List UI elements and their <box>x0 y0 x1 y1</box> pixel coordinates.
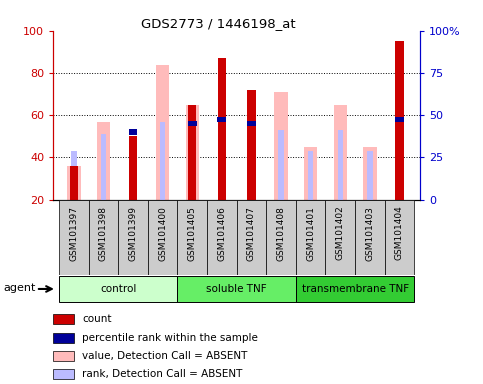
Bar <box>326 200 355 275</box>
Bar <box>296 200 326 275</box>
Text: GSM101402: GSM101402 <box>336 206 345 260</box>
Bar <box>367 151 372 200</box>
Bar <box>296 276 414 302</box>
Bar <box>304 147 317 200</box>
Bar <box>160 121 165 200</box>
Bar <box>395 117 404 122</box>
Bar <box>53 333 74 343</box>
Bar <box>207 200 237 275</box>
Bar <box>278 130 284 200</box>
Bar <box>338 130 343 200</box>
Bar <box>101 134 106 200</box>
Text: GSM101403: GSM101403 <box>365 206 374 261</box>
Text: percentile rank within the sample: percentile rank within the sample <box>82 333 258 343</box>
Bar <box>148 200 177 275</box>
Bar <box>188 105 197 200</box>
Text: GSM101397: GSM101397 <box>70 206 78 261</box>
Bar <box>247 121 256 126</box>
Text: count: count <box>82 314 112 324</box>
Bar <box>70 166 78 200</box>
Bar <box>59 200 89 275</box>
Bar <box>129 136 137 200</box>
Bar <box>218 58 226 200</box>
Bar <box>89 200 118 275</box>
Bar <box>355 200 384 275</box>
Bar <box>188 121 197 126</box>
Text: transmembrane TNF: transmembrane TNF <box>301 284 409 294</box>
Bar <box>217 117 227 122</box>
Bar <box>97 121 110 200</box>
Bar <box>128 129 138 135</box>
Bar <box>53 351 74 361</box>
Bar <box>363 147 377 200</box>
Bar <box>67 166 81 200</box>
Bar <box>59 276 177 302</box>
Text: GSM101400: GSM101400 <box>158 206 167 261</box>
Bar <box>156 65 170 200</box>
Text: rank, Detection Call = ABSENT: rank, Detection Call = ABSENT <box>82 369 242 379</box>
Bar <box>396 41 404 200</box>
Bar <box>53 314 74 324</box>
Bar <box>71 151 76 200</box>
Bar <box>177 276 296 302</box>
Text: agent: agent <box>3 283 35 293</box>
Text: GSM101404: GSM101404 <box>395 206 404 260</box>
Text: value, Detection Call = ABSENT: value, Detection Call = ABSENT <box>82 351 248 361</box>
Bar <box>185 105 199 200</box>
Text: control: control <box>100 284 136 294</box>
Text: soluble TNF: soluble TNF <box>206 284 267 294</box>
Text: GSM101407: GSM101407 <box>247 206 256 261</box>
Bar <box>274 92 288 200</box>
Bar <box>237 200 266 275</box>
Text: GSM101398: GSM101398 <box>99 206 108 261</box>
Title: GDS2773 / 1446198_at: GDS2773 / 1446198_at <box>141 17 296 30</box>
Text: GSM101405: GSM101405 <box>188 206 197 261</box>
Text: GSM101401: GSM101401 <box>306 206 315 261</box>
Bar <box>53 369 74 379</box>
Bar <box>384 200 414 275</box>
Text: GSM101408: GSM101408 <box>277 206 285 261</box>
Bar <box>308 151 313 200</box>
Bar <box>334 105 347 200</box>
Bar <box>118 200 148 275</box>
Bar <box>247 90 256 200</box>
Text: GSM101399: GSM101399 <box>128 206 138 261</box>
Bar <box>177 200 207 275</box>
Bar <box>266 200 296 275</box>
Text: GSM101406: GSM101406 <box>217 206 227 261</box>
